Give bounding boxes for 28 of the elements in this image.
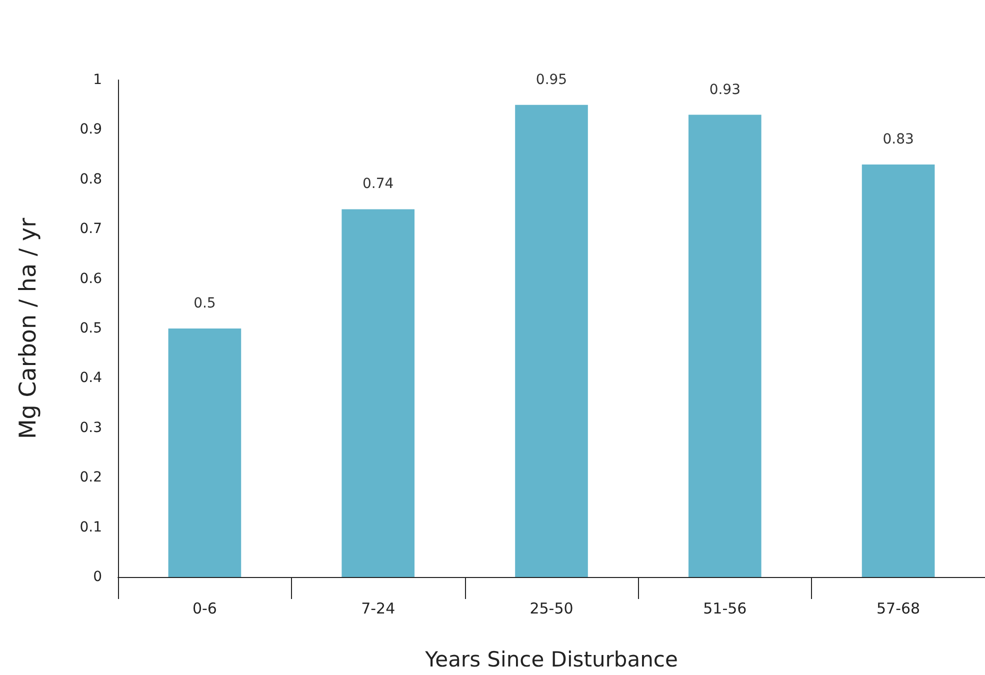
data-label: 0.83 xyxy=(882,131,914,148)
y-tick-label: 0.4 xyxy=(80,370,102,386)
y-tick-label: 1 xyxy=(93,72,102,88)
x-tick-label: 25-50 xyxy=(530,600,574,618)
y-tick-label: 0.3 xyxy=(80,420,102,436)
bar xyxy=(168,328,242,577)
x-tick-label: 0-6 xyxy=(192,600,217,618)
y-axis-title: Mg Carbon / ha / yr xyxy=(16,217,42,440)
y-tick-label: 0.9 xyxy=(80,122,102,138)
y-tick-label: 0.6 xyxy=(80,270,102,287)
y-tick-label: 0.7 xyxy=(80,221,102,238)
y-tick-label: 0.2 xyxy=(80,470,102,486)
bar xyxy=(862,164,935,577)
y-tick-label: 0.1 xyxy=(80,519,102,536)
y-tick-label: 0.5 xyxy=(80,320,102,336)
data-label: 0.5 xyxy=(194,296,216,312)
x-tick-label: 7-24 xyxy=(361,600,396,618)
data-label: 0.93 xyxy=(709,82,740,98)
bar xyxy=(342,209,415,577)
bar xyxy=(515,104,588,577)
y-tick-label: 0.8 xyxy=(80,171,102,188)
bar xyxy=(688,114,762,577)
data-label: 0.74 xyxy=(362,176,394,192)
x-axis-title: Years Since Disturbance xyxy=(424,648,678,672)
x-tick-label: 51-56 xyxy=(703,600,747,618)
data-label: 0.95 xyxy=(536,72,568,88)
x-tick-label: 57-68 xyxy=(876,600,920,618)
y-tick-label: 0 xyxy=(93,569,102,585)
